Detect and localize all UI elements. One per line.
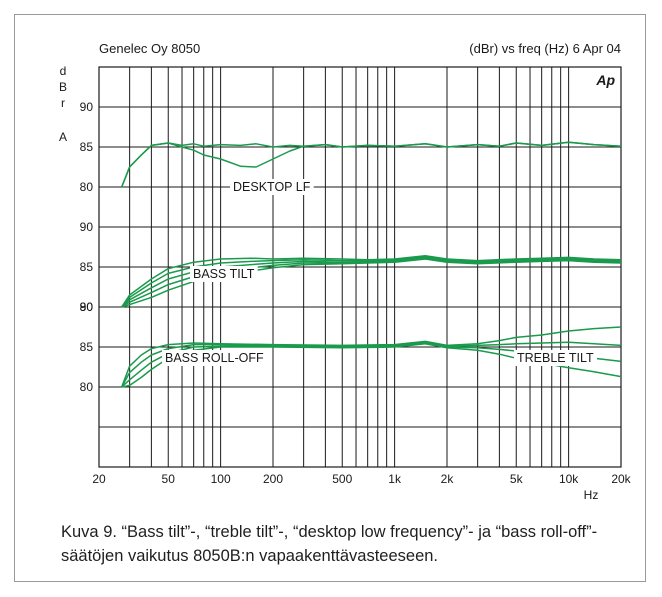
y-tick-label: 90 (80, 220, 94, 234)
annotation-bass-tilt: BASS TILT (193, 267, 255, 281)
chart-title: Genelec Oy 8050 (99, 41, 200, 56)
annotation-treble-tilt-bg (514, 350, 598, 366)
ylabel-letter-b: B (59, 80, 67, 94)
figure-caption: Kuva 9. “Bass tilt”-, “treble tilt”-, “d… (61, 523, 598, 565)
y-tick-label: 80 (80, 380, 94, 394)
response-curve (120, 326, 622, 388)
curve-annotations: DESKTOP LF BASS TILT BASS ROLL-OFF TREBLE T… (162, 179, 598, 366)
ylabel-letter-d: d (60, 64, 67, 78)
x-axis-label: Hz (584, 488, 599, 502)
response-curve (121, 257, 622, 308)
y-tick-label: 90 (80, 300, 94, 314)
chart-subtitle: (dBr) vs freq (Hz) 6 Apr 04 (469, 41, 621, 56)
x-tick-label: 200 (263, 472, 283, 486)
y-tick-label: 80 (80, 300, 94, 314)
ylabel-letter-r: r (61, 96, 65, 110)
x-tick-label: 5k (510, 472, 524, 486)
response-curve (121, 258, 622, 308)
y-tick-label: 85 (80, 140, 94, 154)
y-tick-label: 85 (80, 260, 94, 274)
y-axis-unit-label: d B r A (59, 64, 67, 144)
response-curve (121, 341, 622, 388)
annotation-bass-roll-off: BASS ROLL-OFF (165, 351, 264, 365)
response-curve (121, 256, 622, 308)
y-tick-label: 85 (80, 340, 94, 354)
grid-lines (99, 67, 621, 467)
ap-logo: Ap (595, 72, 615, 88)
x-tick-label: 100 (211, 472, 231, 486)
figure-frame: Genelec Oy 8050 (dBr) vs freq (Hz) 6 Apr… (14, 14, 646, 582)
y-tick-label: 80 (80, 180, 94, 194)
y-tick-label: 90 (80, 100, 94, 114)
x-tick-label: 10k (559, 472, 579, 486)
x-tick-label: 2k (441, 472, 455, 486)
frequency-response-chart: Genelec Oy 8050 (dBr) vs freq (Hz) 6 Apr… (59, 41, 632, 502)
x-tick-label: 500 (332, 472, 352, 486)
response-curve (121, 141, 622, 188)
annotation-bass-tilt-bg (190, 266, 258, 282)
annotation-desktop-lf: DESKTOP LF (233, 180, 311, 194)
x-tick-label: 20 (92, 472, 106, 486)
ylabel-letter-a: A (59, 130, 67, 144)
x-tick-label: 20k (611, 472, 631, 486)
annotation-desktop-lf-bg (230, 179, 314, 195)
x-tick-label: 1k (388, 472, 402, 486)
x-tick-label: 50 (162, 472, 176, 486)
response-curve (121, 255, 622, 308)
annotation-bass-roll-off-bg (162, 350, 267, 366)
annotation-treble-tilt: TREBLE TILT (517, 351, 594, 365)
x-tick-labels: 20 50 100 200 500 1k 2k 5k 10k 20k (92, 472, 631, 486)
response-curve (121, 255, 622, 308)
response-curves (120, 141, 622, 388)
